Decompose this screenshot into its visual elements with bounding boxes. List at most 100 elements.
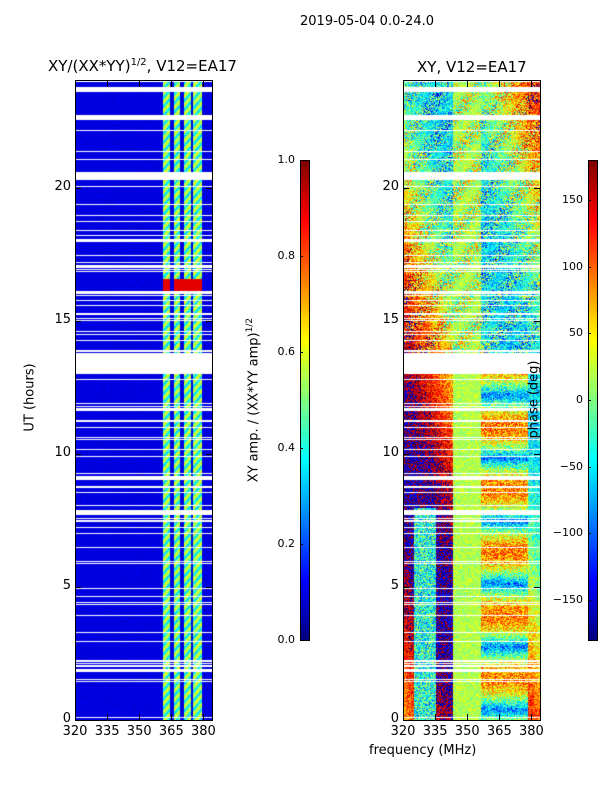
colorbar-tick <box>588 266 591 268</box>
left-title-main: XY/(XX*YY) <box>48 57 131 75</box>
y-tick-label: 5 <box>390 577 399 593</box>
right-plot-title: XY, V12=EA17 <box>417 58 527 76</box>
x-tick-label: 380 <box>191 724 216 739</box>
colorbar-tick <box>588 533 591 535</box>
left-axes-frame <box>75 80 213 721</box>
left-plot-title: XY/(XX*YY)1/2, V12=EA17 <box>48 57 237 75</box>
colorbar-label: XY amp. / (XX*YY amp)1/2 <box>245 318 261 482</box>
x-tick <box>107 81 109 87</box>
colorbar-tick <box>300 448 303 449</box>
y-tick <box>75 187 81 189</box>
y-tick <box>206 187 212 189</box>
y-tick <box>534 187 540 189</box>
y-axis-label: UT (hours) <box>22 363 38 432</box>
x-tick-label: 380 <box>519 724 544 739</box>
y-tick <box>75 720 81 721</box>
colorbar-tick <box>588 466 591 468</box>
y-tick-label: 0 <box>390 711 399 726</box>
phase-colorbar-tick-label: 0 <box>576 393 583 406</box>
colorbar-label-text: XY amp. / (XX*YY amp) <box>246 332 262 483</box>
x-tick-label: 320 <box>390 724 416 739</box>
y-tick-label: 20 <box>382 178 399 194</box>
colorbar-tick-label: 0.0 <box>277 633 296 646</box>
left-title-sup: 1/2 <box>130 57 147 68</box>
y-tick <box>403 320 409 322</box>
phase-colorbar-tick-label: −50 <box>559 459 583 473</box>
x-tick <box>403 714 404 720</box>
phase-colorbar-tick-label: −100 <box>552 526 583 540</box>
colorbar-tick-label: 0.4 <box>277 441 296 454</box>
x-tick <box>107 714 109 720</box>
y-tick <box>534 453 540 455</box>
y-tick-label: 15 <box>382 311 399 327</box>
phase-heatmap <box>403 81 540 720</box>
x-tick <box>171 81 173 87</box>
x-tick <box>531 81 533 87</box>
colorbar-tick <box>588 400 591 401</box>
colorbar-tick <box>588 600 591 601</box>
amplitude-colorbar <box>300 160 310 640</box>
x-tick <box>467 714 469 720</box>
x-tick-label: 320 <box>62 724 88 739</box>
x-tick-label: 335 <box>422 724 448 739</box>
suptitle: 2019-05-04 0.0-24.0 <box>300 14 434 29</box>
x-tick <box>203 81 205 87</box>
x-tick <box>139 714 141 720</box>
x-tick <box>403 81 404 87</box>
x-tick-label: 365 <box>486 724 512 739</box>
colorbar-tick <box>300 256 303 257</box>
x-tick <box>531 714 533 720</box>
phase-colorbar-tick-label: 50 <box>569 326 583 340</box>
y-tick <box>534 720 540 721</box>
y-tick <box>206 586 212 588</box>
x-tick <box>467 81 469 87</box>
y-tick <box>403 720 409 721</box>
x-tick-label: 350 <box>126 724 152 739</box>
colorbar-tick-label: 0.6 <box>277 345 296 358</box>
colorbar-tick <box>300 160 303 161</box>
phase-colorbar-label: phase (deg) <box>526 360 542 439</box>
x-tick <box>139 81 141 87</box>
phase-colorbar-tick-label: 150 <box>562 193 583 206</box>
colorbar-tick <box>300 352 303 353</box>
colorbar-frame <box>300 160 310 641</box>
colorbar-tick <box>588 333 591 335</box>
y-tick-label: 0 <box>62 711 71 726</box>
y-tick <box>75 453 81 455</box>
y-tick-label: 10 <box>382 444 399 460</box>
y-tick <box>206 320 212 322</box>
left-title-suffix: , V12=EA17 <box>146 57 237 75</box>
amplitude-heatmap <box>75 81 212 720</box>
colorbar-tick <box>300 640 303 641</box>
y-tick-label: 5 <box>62 577 71 593</box>
colorbar-tick-label: 0.8 <box>277 249 296 262</box>
x-tick-label: 350 <box>454 724 480 739</box>
y-tick <box>403 187 409 189</box>
y-tick <box>403 453 409 455</box>
x-tick <box>203 714 205 720</box>
y-tick-label: 20 <box>54 178 71 194</box>
colorbar-tick <box>300 544 303 545</box>
x-tick-label: 335 <box>94 724 120 739</box>
colorbar-tick-label: 0.2 <box>277 537 296 550</box>
x-tick <box>435 714 437 720</box>
colorbar-tick-label: 1.0 <box>277 153 296 166</box>
y-tick <box>206 720 212 721</box>
colorbar-label-sup: 1/2 <box>245 317 256 333</box>
phase-colorbar <box>588 160 598 640</box>
x-tick <box>435 81 437 87</box>
y-tick-label: 15 <box>54 311 71 327</box>
phase-colorbar-tick-label: −150 <box>552 593 583 606</box>
x-tick <box>171 714 173 720</box>
x-tick <box>499 81 501 87</box>
x-tick <box>499 714 501 720</box>
y-tick <box>75 320 81 322</box>
x-tick <box>75 81 76 87</box>
y-tick <box>534 320 540 322</box>
y-tick <box>403 586 409 588</box>
x-tick <box>75 714 76 720</box>
phase-colorbar-tick-label: 100 <box>562 259 583 273</box>
x-tick-label: 365 <box>158 724 184 739</box>
colorbar-tick <box>588 200 591 201</box>
